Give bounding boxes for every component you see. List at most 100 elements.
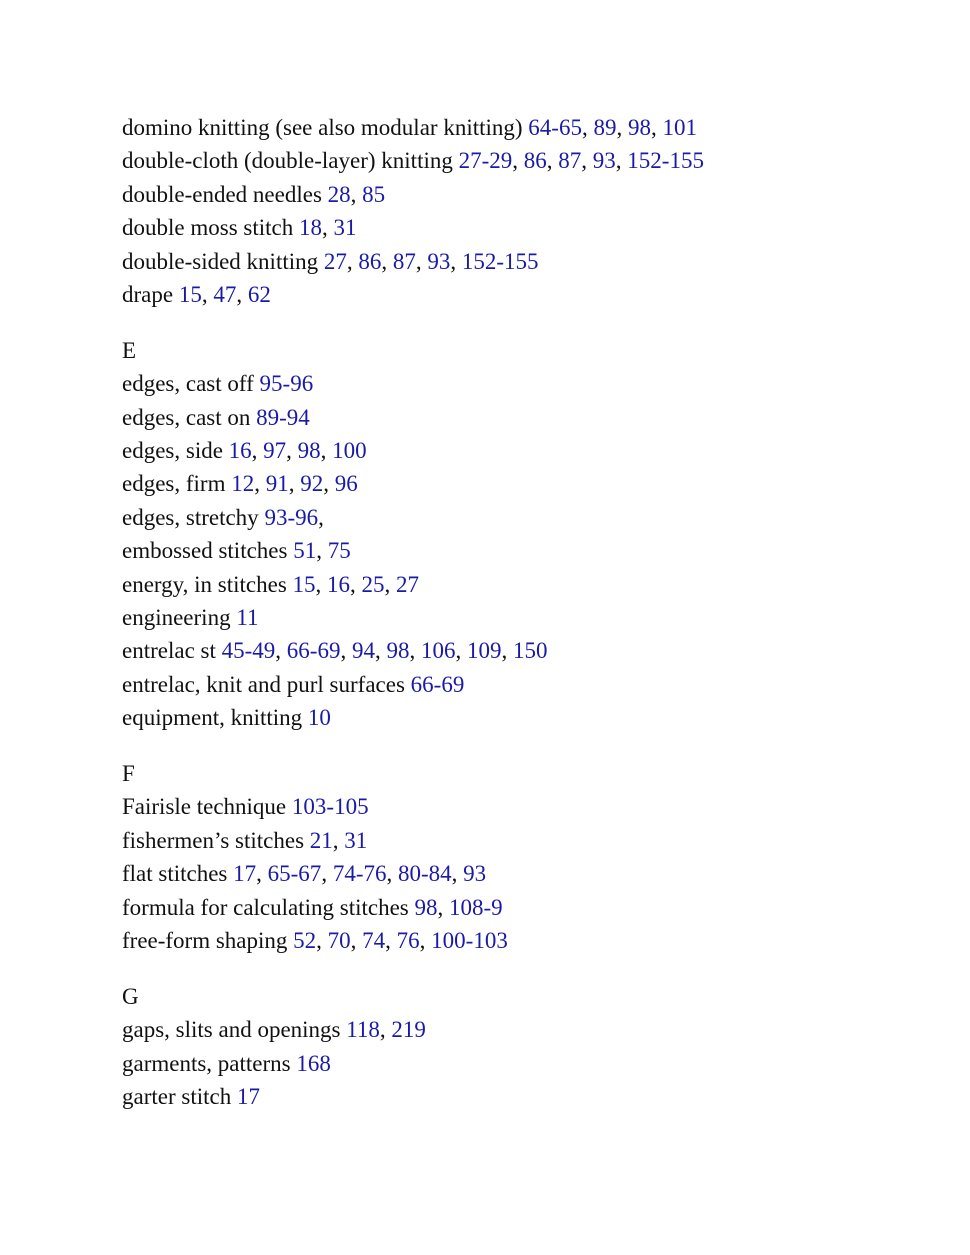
index-entry: garter stitch 17	[122, 1080, 704, 1113]
page-link[interactable]: 74	[362, 927, 386, 953]
page-link[interactable]: 80-84	[397, 861, 452, 887]
page-link[interactable]: 94	[351, 638, 375, 664]
trailing-punctuation: ,	[318, 504, 324, 530]
page-link[interactable]: 118	[346, 1017, 380, 1043]
page-link[interactable]: 47	[213, 281, 237, 307]
page-link[interactable]: 219	[391, 1017, 426, 1043]
index-entry: flat stitches 17, 65-67, 74-76, 80-84, 9…	[122, 861, 487, 887]
section-letter-heading: F	[122, 761, 135, 787]
page-link[interactable]: 15	[178, 281, 202, 307]
page-link[interactable]: 101	[662, 115, 697, 140]
index-entry: double-ended needles 28, 85	[122, 181, 386, 207]
index-entry: double-sided knitting 27, 86, 87, 93, 15…	[122, 248, 539, 274]
page-link[interactable]: 106	[420, 638, 456, 664]
page-link[interactable]: 108-9	[449, 894, 503, 920]
page-link[interactable]: 27	[323, 248, 347, 274]
index-entry: free-form shaping 52, 70, 74, 76, 100-10…	[122, 927, 508, 953]
index-entry: fishermen’s stitches 21, 31	[122, 827, 368, 853]
index-term: domino knitting (see also modular knitti…	[122, 115, 523, 140]
page-link[interactable]: 109	[466, 638, 502, 664]
index-entry: embossed stitches 51, 75	[122, 538, 351, 564]
index-term: edges, stretchy	[122, 504, 259, 530]
page-link[interactable]: 76	[396, 927, 420, 953]
page-link[interactable]: 93-96	[264, 504, 319, 530]
page-link[interactable]: 16	[327, 571, 351, 597]
index-term: energy, in stitches	[122, 571, 287, 597]
index-term: embossed stitches	[122, 538, 288, 564]
page-link[interactable]: 87	[558, 148, 582, 174]
index-term: drape	[122, 281, 174, 307]
page-link[interactable]: 62	[247, 281, 271, 307]
page-link[interactable]: 10	[307, 705, 331, 731]
page-link[interactable]: 152-155	[461, 248, 539, 274]
index-term: gaps, slits and openings	[122, 1017, 341, 1043]
page-link[interactable]: 100-103	[431, 927, 508, 953]
page-link[interactable]: 98	[386, 638, 410, 664]
page-link[interactable]: 85	[362, 181, 386, 207]
page-link[interactable]: 27-29	[458, 148, 513, 174]
page-link[interactable]: 86	[523, 148, 547, 174]
page-link[interactable]: 51	[293, 538, 317, 564]
page-link[interactable]: 70	[327, 927, 351, 953]
page-link[interactable]: 21	[309, 827, 333, 853]
page-link[interactable]: 93	[592, 148, 616, 174]
page-link[interactable]: 27	[396, 571, 420, 597]
section-letter-heading: E	[122, 337, 137, 363]
index-term: double-ended needles	[122, 181, 322, 207]
index-term: edges, firm	[122, 471, 226, 497]
index-entry: entrelac, knit and purl surfaces 66-69	[122, 668, 704, 701]
page-link[interactable]: 86	[358, 248, 382, 274]
index-term: double-sided knitting	[122, 248, 319, 274]
page-link[interactable]: 16	[228, 438, 252, 464]
page-link[interactable]: 95-96	[259, 371, 314, 397]
page-link[interactable]: 89-94	[256, 404, 310, 430]
page-link[interactable]: 93	[463, 861, 487, 887]
page-link[interactable]: 89	[593, 115, 617, 140]
page-link[interactable]: 103-105	[291, 794, 369, 820]
page-link[interactable]: 52	[293, 927, 317, 953]
index-term: free-form shaping	[122, 927, 288, 953]
page-link[interactable]: 12	[231, 471, 255, 497]
index-entry: edges, side 16, 97, 98, 100	[122, 438, 367, 464]
page-link[interactable]: 15	[292, 571, 316, 597]
page-link[interactable]: 17	[233, 861, 257, 887]
index-entry: edges, cast on 89-94	[122, 401, 704, 434]
index-term: garter stitch	[122, 1084, 232, 1110]
index-entry: domino knitting (see also modular knitti…	[122, 115, 697, 140]
page-link[interactable]: 66-69	[410, 671, 465, 697]
page-link[interactable]: 65-67	[267, 861, 322, 887]
page-link[interactable]: 25	[361, 571, 385, 597]
page-link[interactable]: 168	[296, 1050, 331, 1076]
page-link[interactable]: 11	[236, 604, 259, 630]
index-term: fishermen’s stitches	[122, 827, 305, 853]
index-entry: double moss stitch 18, 31	[122, 215, 357, 241]
page-link[interactable]: 150	[512, 638, 548, 664]
page-link[interactable]: 75	[327, 538, 351, 564]
page-link[interactable]: 152-155	[627, 148, 704, 174]
page-link[interactable]: 18	[298, 215, 322, 241]
page-link[interactable]: 31	[333, 215, 357, 241]
page-link[interactable]: 100	[332, 438, 367, 464]
page-link[interactable]: 66-69	[286, 638, 341, 664]
page-link[interactable]: 17	[236, 1084, 260, 1110]
index-term: flat stitches	[122, 861, 228, 887]
page-link[interactable]: 74-76	[332, 861, 387, 887]
page-link[interactable]: 91	[265, 471, 289, 497]
page-link[interactable]: 98	[414, 894, 438, 920]
page-link[interactable]: 28	[327, 181, 351, 207]
page-link[interactable]: 96	[334, 471, 358, 497]
index-section: F Fairisle technique 103-105 fishermen’s s…	[122, 757, 704, 957]
page-link[interactable]: 45-49	[221, 638, 276, 664]
page-link[interactable]: 64-65	[528, 115, 582, 140]
page-link[interactable]: 98	[627, 115, 651, 140]
index-page: domino knitting (see also modular knitti…	[122, 111, 704, 1113]
index-entry: Fairisle technique 103-105	[122, 790, 704, 823]
index-entry: entrelac st 45-49, 66-69, 94, 98, 106, 1…	[122, 638, 548, 664]
page-link[interactable]: 93	[427, 248, 451, 274]
page-link[interactable]: 92	[300, 471, 324, 497]
page-link[interactable]: 97	[263, 438, 287, 464]
page-link[interactable]: 31	[344, 827, 368, 853]
page-link[interactable]: 87	[392, 248, 416, 274]
page-link[interactable]: 98	[297, 438, 321, 464]
